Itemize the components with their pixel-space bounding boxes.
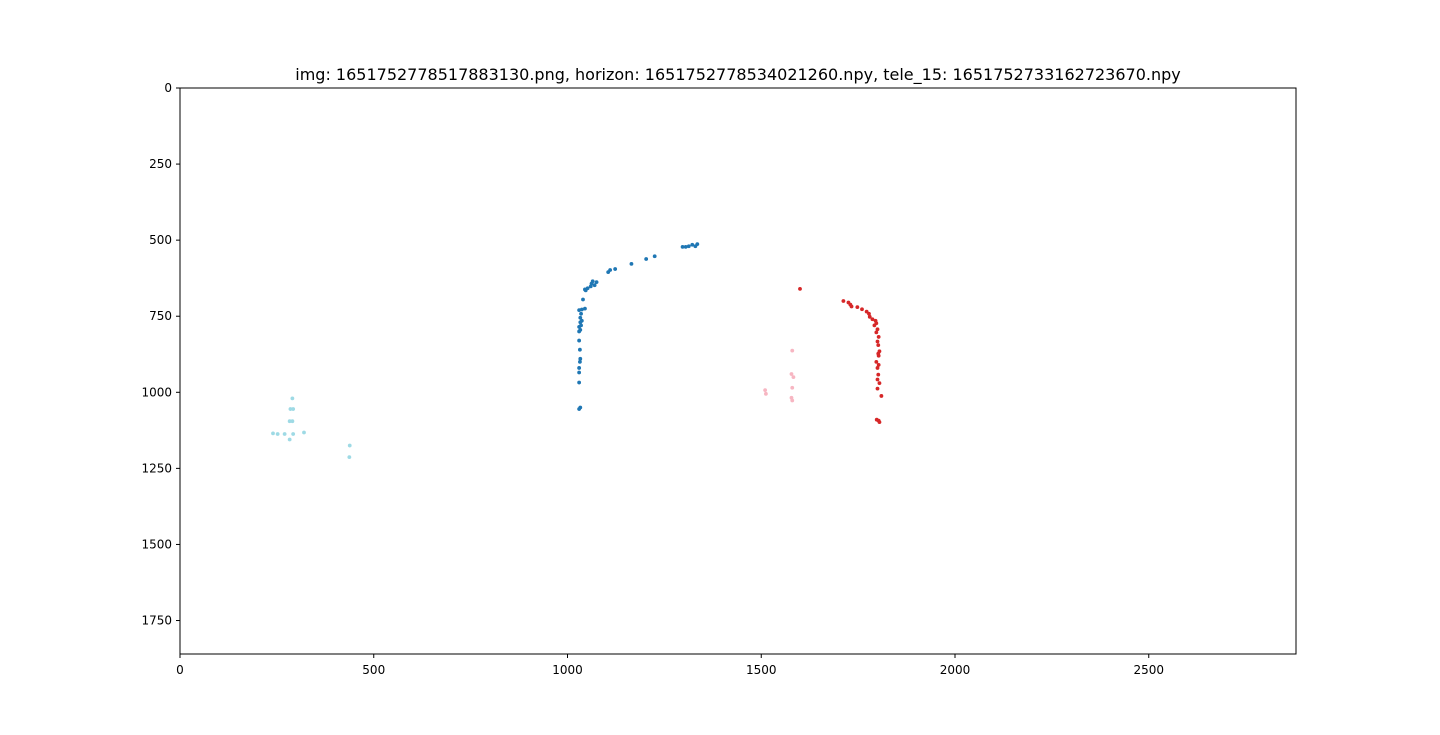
chart-title: img: 1651752778517883130.png, horizon: 1… [295,65,1181,85]
data-point [876,335,881,339]
data-point [875,327,880,332]
data-point [282,432,287,436]
data-point [876,353,881,358]
x-tick-label: 2000 [940,663,971,677]
data-point [581,297,585,302]
y-axis: 0 250 500 750 1000 1250 1500 1750 [141,81,180,628]
x-tick-label: 1500 [746,663,777,677]
series-cluster-light-cyan [271,396,352,460]
x-axis: 0 500 1000 1500 2000 2500 [176,654,1164,677]
data-point [288,407,293,411]
data-point [790,348,795,353]
y-tick-label: 250 [149,157,172,171]
data-point [577,308,582,313]
data-point [874,359,879,364]
data-point [764,391,768,396]
data-point [588,284,593,289]
data-point [291,432,296,436]
data-point [578,315,583,320]
data-point [644,257,649,261]
data-point [877,420,882,425]
data-point [606,270,611,274]
data-point [577,329,582,334]
data-point [287,419,292,424]
data-point [876,343,881,348]
data-point [583,288,588,293]
x-tick-label: 0 [176,663,184,677]
data-point [849,304,854,309]
data-point [578,347,582,352]
data-point [578,320,583,325]
data-point [287,437,292,442]
data-point [577,407,582,411]
data-point [790,398,795,403]
data-points [271,242,884,460]
data-point [874,330,879,335]
data-point [577,324,582,329]
y-tick-label: 1750 [141,614,172,628]
series-cluster-red [798,286,884,425]
data-point [876,372,881,377]
data-point [870,317,875,322]
data-point [594,280,599,285]
data-point [872,323,877,328]
data-point [879,394,884,398]
data-point [291,407,296,411]
data-point [875,339,880,344]
data-point [875,377,880,382]
data-point [875,366,880,370]
data-point [577,338,582,343]
x-tick-label: 1000 [552,663,583,677]
data-point [876,363,881,367]
data-point [577,366,582,370]
data-point [875,386,880,391]
data-point [686,244,691,249]
data-point [578,359,582,364]
data-point [290,396,295,401]
data-point [347,455,352,460]
data-point [683,244,688,249]
y-tick-label: 1000 [141,385,172,399]
data-point [302,430,306,435]
data-point [860,307,864,312]
x-tick-label: 2500 [1133,663,1164,677]
data-point [841,299,846,303]
data-point [855,305,860,309]
y-tick-label: 0 [164,81,172,95]
data-point [592,283,597,288]
data-point [790,385,795,390]
data-point [347,443,352,448]
data-point [629,261,634,266]
data-point [791,375,796,379]
y-tick-label: 750 [149,309,172,323]
y-tick-label: 1250 [141,461,172,475]
data-point [275,432,280,436]
data-point [271,431,275,436]
data-point [583,306,587,311]
plot-area-frame [179,87,1297,655]
data-point [578,356,583,361]
data-point [690,242,695,247]
data-point [763,388,768,393]
data-point [613,267,618,271]
data-point [652,254,657,259]
data-point [290,419,295,424]
data-point [579,311,583,316]
data-point [577,380,582,385]
data-point [680,244,685,249]
data-point [867,311,871,316]
series-cluster-blue [577,242,700,411]
data-point [798,286,802,291]
data-point [789,372,794,376]
data-point [877,381,882,386]
data-point [577,370,582,375]
data-point [693,244,698,249]
data-point [867,314,872,319]
y-tick-label: 500 [149,233,172,247]
x-tick-label: 500 [362,663,385,677]
y-tick-label: 1500 [141,537,172,551]
series-cluster-pink [763,348,796,403]
